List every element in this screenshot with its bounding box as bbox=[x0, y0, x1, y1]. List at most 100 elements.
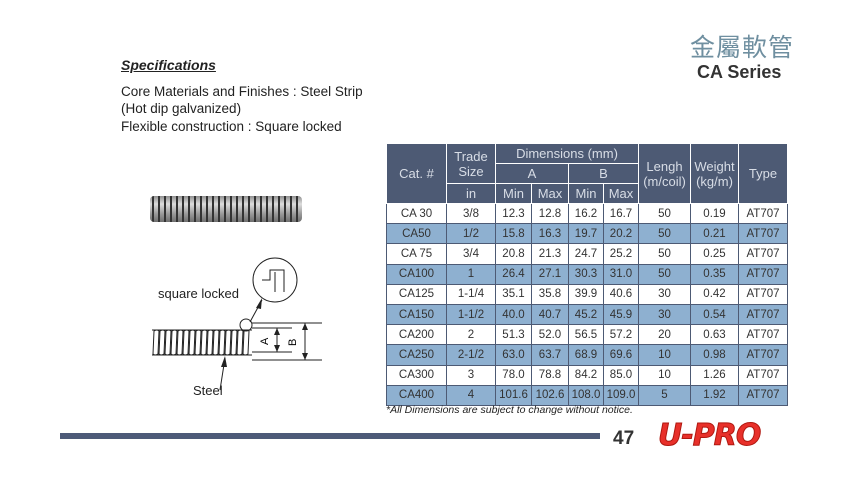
table-cell: 1/2 bbox=[446, 223, 496, 245]
table-cell: CA150 bbox=[386, 303, 447, 326]
table-cell: AT707 bbox=[738, 344, 788, 366]
header-max: Max bbox=[603, 183, 639, 204]
header-trade-size: Trade Size bbox=[446, 143, 496, 184]
table-cell: AT707 bbox=[738, 223, 788, 245]
table-cell: 20.8 bbox=[495, 243, 532, 265]
table-cell: 3 bbox=[446, 364, 496, 386]
table-cell: CA250 bbox=[386, 344, 447, 366]
table-cell: AT707 bbox=[738, 263, 788, 285]
table-cell: 16.2 bbox=[568, 202, 604, 225]
table-cell: 12.8 bbox=[531, 202, 569, 225]
table-row: CA100 1 26.4 27.1 30.3 31.0 50 0.35 AT707 bbox=[386, 263, 788, 285]
u-pro-logo: U-PRO bbox=[657, 418, 761, 454]
table-cell: 1-1/4 bbox=[446, 283, 496, 305]
table-cell: 1.92 bbox=[690, 384, 739, 406]
table-cell: 24.7 bbox=[568, 243, 604, 265]
table-cell: CA400 bbox=[386, 384, 447, 406]
square-locked-label: square locked bbox=[158, 286, 239, 301]
table-cell: 84.2 bbox=[568, 364, 604, 386]
table-cell: 15.8 bbox=[495, 223, 532, 245]
coil-mark bbox=[182, 329, 190, 356]
table-cell: 20.2 bbox=[603, 223, 639, 245]
header-b: B bbox=[568, 163, 639, 184]
table-cell: 2-1/2 bbox=[446, 344, 496, 366]
table-cell: 0.54 bbox=[690, 303, 739, 326]
header-min: Min bbox=[568, 183, 604, 204]
table-cell: 78.8 bbox=[531, 364, 569, 386]
specifications-heading: Specifications bbox=[121, 57, 216, 73]
table-cell: CA 30 bbox=[386, 202, 447, 225]
table-row: CA150 1-1/2 40.0 40.7 45.2 45.9 30 0.54 AT707 bbox=[386, 303, 788, 326]
table-cell: 0.98 bbox=[690, 344, 739, 366]
table-cell: CA100 bbox=[386, 263, 447, 285]
table-cell: 50 bbox=[638, 243, 691, 265]
table-row: CA 30 3/8 12.3 12.8 16.2 16.7 50 0.19 AT707 bbox=[386, 202, 788, 225]
table-cell: AT707 bbox=[738, 384, 788, 406]
coil-mark bbox=[212, 329, 220, 356]
table-cell: AT707 bbox=[738, 364, 788, 386]
table-cell: 69.6 bbox=[603, 344, 639, 366]
table-cell: CA125 bbox=[386, 283, 447, 305]
table-cell: 40.7 bbox=[531, 303, 569, 326]
coil-mark bbox=[152, 329, 160, 356]
table-cell: 108.0 bbox=[568, 384, 604, 406]
table-cell: 16.7 bbox=[603, 202, 639, 225]
table-cell: 19.7 bbox=[568, 223, 604, 245]
table-cell: 31.0 bbox=[603, 263, 639, 285]
cross-section-diagram: A B bbox=[152, 257, 322, 391]
spec-line: Core Materials and Finishes : Steel Stri… bbox=[121, 84, 363, 99]
coil-mark bbox=[176, 329, 184, 356]
table-cell: AT707 bbox=[738, 303, 788, 326]
header-cat: Cat. # bbox=[386, 143, 447, 204]
table-cell: 25.2 bbox=[603, 243, 639, 265]
table-cell: 102.6 bbox=[531, 384, 569, 406]
page-number: 47 bbox=[613, 428, 635, 449]
table-row: CA50 1/2 15.8 16.3 19.7 20.2 50 0.21 AT707 bbox=[386, 223, 788, 245]
label-a: A bbox=[259, 337, 271, 345]
table-cell: 0.19 bbox=[690, 202, 739, 225]
header-max: Max bbox=[531, 183, 569, 204]
specifications-table: Cat. # Trade Size Dimensions (mm) Lengh (m/… bbox=[386, 143, 788, 406]
table-cell: 10 bbox=[638, 364, 691, 386]
table-cell: 50 bbox=[638, 223, 691, 245]
chinese-title: 金屬軟管 bbox=[690, 33, 795, 62]
table-cell: 35.8 bbox=[531, 283, 569, 305]
table-cell: 16.3 bbox=[531, 223, 569, 245]
table-row: CA300 3 78.0 78.8 84.2 85.0 10 1.26 AT707 bbox=[386, 364, 788, 386]
table-cell: 12.3 bbox=[495, 202, 532, 225]
table-cell: 35.1 bbox=[495, 283, 532, 305]
table-cell: 57.2 bbox=[603, 324, 639, 346]
footer-bar bbox=[60, 433, 600, 439]
table-cell: AT707 bbox=[738, 283, 788, 305]
table-cell: CA 75 bbox=[386, 243, 447, 265]
table-cell: 20 bbox=[638, 324, 691, 346]
table-cell: 39.9 bbox=[568, 283, 604, 305]
table-row: CA125 1-1/4 35.1 35.8 39.9 40.6 30 0.42 AT707 bbox=[386, 283, 788, 305]
table-cell: CA50 bbox=[386, 223, 447, 245]
table-row: CA 75 3/4 20.8 21.3 24.7 25.2 50 0.25 AT707 bbox=[386, 243, 788, 265]
table-cell: 30.3 bbox=[568, 263, 604, 285]
header-unit: in bbox=[446, 183, 496, 204]
table-cell: AT707 bbox=[738, 202, 788, 225]
steel-label: Steel bbox=[193, 383, 223, 398]
coil-mark bbox=[224, 329, 232, 356]
table-cell: 1 bbox=[446, 263, 496, 285]
table-cell: 1.26 bbox=[690, 364, 739, 386]
coil-mark bbox=[218, 329, 226, 356]
table-cell: 0.35 bbox=[690, 263, 739, 285]
hose-photo bbox=[150, 196, 302, 222]
table-cell: 85.0 bbox=[603, 364, 639, 386]
table-cell: 63.7 bbox=[531, 344, 569, 366]
table-cell: 5 bbox=[638, 384, 691, 406]
table-cell: 27.1 bbox=[531, 263, 569, 285]
table-cell: 30 bbox=[638, 283, 691, 305]
table-cell: 0.25 bbox=[690, 243, 739, 265]
table-cell: 0.42 bbox=[690, 283, 739, 305]
header-type: Type bbox=[738, 143, 788, 204]
table-cell: 101.6 bbox=[495, 384, 532, 406]
table-cell: AT707 bbox=[738, 324, 788, 346]
header-min: Min bbox=[495, 183, 532, 204]
table-row: CA250 2-1/2 63.0 63.7 68.9 69.6 10 0.98 AT707 bbox=[386, 344, 788, 366]
table-cell: AT707 bbox=[738, 243, 788, 265]
table-cell: 40.0 bbox=[495, 303, 532, 326]
